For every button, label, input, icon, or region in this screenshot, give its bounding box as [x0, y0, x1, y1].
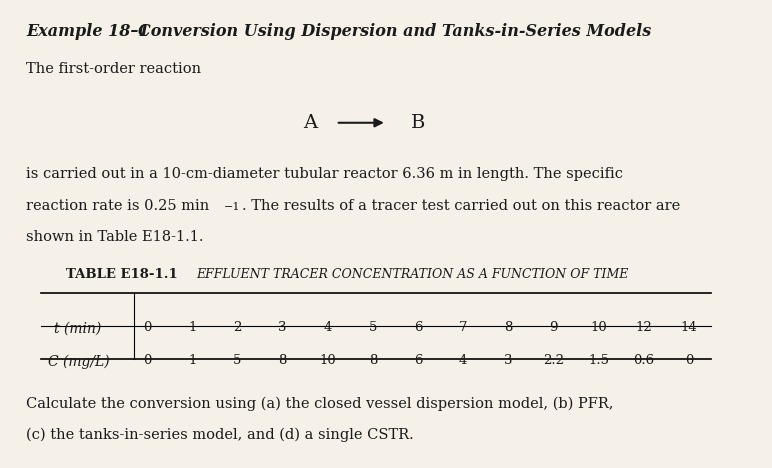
- Text: The first-order reaction: The first-order reaction: [26, 62, 201, 76]
- Text: 1: 1: [188, 322, 196, 334]
- Text: (c) the tanks-in-series model, and (d) a single CSTR.: (c) the tanks-in-series model, and (d) a…: [26, 428, 414, 442]
- Text: 4: 4: [459, 354, 467, 367]
- Text: 7: 7: [459, 322, 468, 334]
- Text: 0: 0: [685, 354, 693, 367]
- Text: 8: 8: [504, 322, 513, 334]
- Text: shown in Table E18-1.1.: shown in Table E18-1.1.: [26, 230, 204, 244]
- Text: 3: 3: [504, 354, 513, 367]
- Text: 10: 10: [320, 354, 336, 367]
- Text: 0: 0: [143, 322, 151, 334]
- Text: 1.5: 1.5: [588, 354, 609, 367]
- Text: . The results of a tracer test carried out on this reactor are: . The results of a tracer test carried o…: [242, 198, 680, 212]
- Text: 3: 3: [278, 322, 286, 334]
- Text: 10: 10: [591, 322, 607, 334]
- Text: Example 18–1: Example 18–1: [26, 22, 161, 40]
- Text: 4: 4: [323, 322, 332, 334]
- Text: 6: 6: [414, 322, 422, 334]
- Text: reaction rate is 0.25 min: reaction rate is 0.25 min: [26, 198, 209, 212]
- Text: 12: 12: [635, 322, 652, 334]
- Text: A: A: [303, 115, 317, 132]
- Text: TABLE E18-1.1: TABLE E18-1.1: [66, 268, 178, 280]
- Text: C (mg/L): C (mg/L): [48, 354, 110, 369]
- Text: 14: 14: [681, 322, 697, 334]
- Text: 9: 9: [550, 322, 558, 334]
- Text: B: B: [411, 115, 425, 132]
- Text: 8: 8: [369, 354, 377, 367]
- Text: 2: 2: [233, 322, 242, 334]
- Text: 0: 0: [143, 354, 151, 367]
- Text: −1: −1: [224, 202, 241, 212]
- Text: Conversion Using Dispersion and Tanks-in-Series Models: Conversion Using Dispersion and Tanks-in…: [137, 22, 651, 40]
- Text: 0.6: 0.6: [633, 354, 655, 367]
- Text: Calculate the conversion using (a) the closed vessel dispersion model, (b) PFR,: Calculate the conversion using (a) the c…: [26, 397, 614, 411]
- Text: 2.2: 2.2: [543, 354, 564, 367]
- Text: EFFLUENT TRACER CONCENTRATION AS A FUNCTION OF TIME: EFFLUENT TRACER CONCENTRATION AS A FUNCT…: [196, 268, 628, 280]
- Text: 5: 5: [233, 354, 242, 367]
- Text: 6: 6: [414, 354, 422, 367]
- Text: is carried out in a 10-cm-diameter tubular reactor 6.36 m in length. The specifi: is carried out in a 10-cm-diameter tubul…: [26, 168, 623, 181]
- Text: t (min): t (min): [54, 322, 101, 336]
- Text: 1: 1: [188, 354, 196, 367]
- Text: 5: 5: [369, 322, 377, 334]
- Text: 8: 8: [279, 354, 286, 367]
